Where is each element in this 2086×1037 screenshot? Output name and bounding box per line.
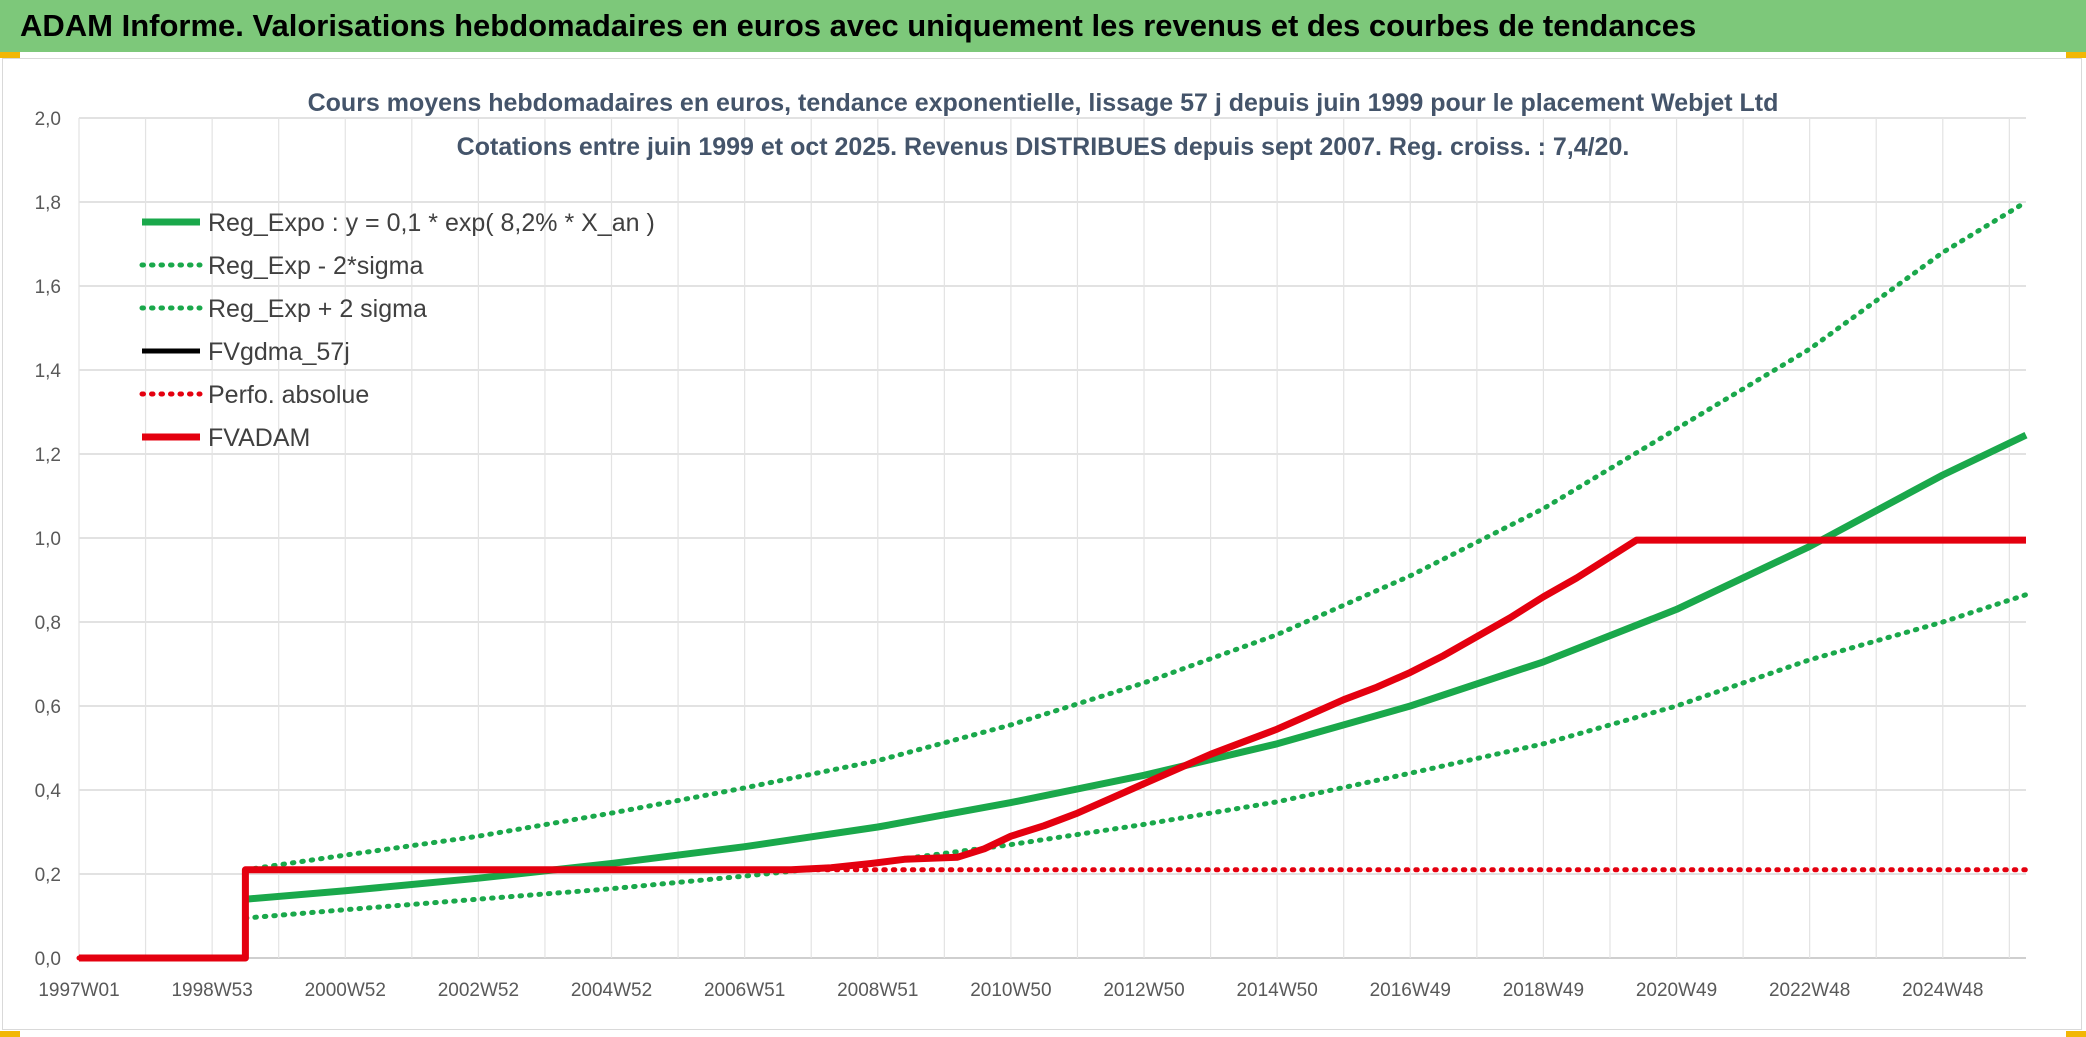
legend-label: Reg_Exp + 2 sigma <box>208 295 427 323</box>
corner-marker-bottom-left <box>0 1031 20 1037</box>
x-tick-label: 2010W50 <box>970 980 1051 1001</box>
chart-subtitle: Cotations entre juin 1999 et oct 2025. R… <box>457 133 1630 161</box>
y-tick-label: 0,8 <box>35 613 61 634</box>
x-tick-label: 2016W49 <box>1370 980 1451 1001</box>
x-tick-label: 2018W49 <box>1503 980 1584 1001</box>
y-tick-label: 1,4 <box>35 361 62 382</box>
y-tick-label: 1,6 <box>35 277 61 298</box>
y-tick-label: 1,8 <box>35 193 61 214</box>
banner-title: ADAM Informe. Valorisations hebdomadaire… <box>20 8 1697 43</box>
series-line-4 <box>76 867 2029 961</box>
legend-label: FVADAM <box>208 424 310 452</box>
corner-marker-bottom-right <box>2066 1031 2086 1037</box>
legend-label: Reg_Exp - 2*sigma <box>208 252 423 280</box>
x-tick-label: 2024W48 <box>1902 980 1983 1001</box>
y-tick-label: 1,0 <box>35 529 61 550</box>
y-tick-label: 0,4 <box>35 781 62 802</box>
x-tick-label: 2000W52 <box>305 980 386 1001</box>
x-tick-label: 2002W52 <box>438 980 519 1001</box>
x-tick-label: 2006W51 <box>704 980 785 1001</box>
y-tick-label: 1,2 <box>35 445 61 466</box>
grid-lines <box>78 117 2026 959</box>
data-series <box>76 199 2029 962</box>
legend: Reg_Expo : y = 0,1 * exp( 8,2% * X_an ) R… <box>139 209 655 452</box>
legend-label: Perfo. absolue <box>208 381 369 409</box>
series-line-0 <box>245 431 2028 903</box>
chart-title: Cours moyens hebdomadaires en euros, ten… <box>308 89 1779 117</box>
chart-frame <box>2 58 2082 1030</box>
x-tick-label: 1997W01 <box>38 980 119 1001</box>
x-tick-label: 2022W48 <box>1769 980 1850 1001</box>
y-tick-label: 0,6 <box>35 697 61 718</box>
x-tick-label: 2020W49 <box>1636 980 1717 1001</box>
title-banner: ADAM Informe. Valorisations hebdomadaire… <box>0 0 2086 52</box>
series-line-1 <box>242 592 2029 921</box>
y-tick-label: 2,0 <box>35 109 61 130</box>
series-line-3 <box>79 538 2026 960</box>
y-tick-label: 0,2 <box>35 865 61 886</box>
x-tick-label: 2008W51 <box>837 980 918 1001</box>
legend-label: Reg_Expo : y = 0,1 * exp( 8,2% * X_an ) <box>208 209 655 237</box>
axis-ticks: 0,0 0,2 0,4 0,6 0,8 1,0 1,2 1,4 1,6 1,8 2,0 1997W01… <box>35 109 1984 1001</box>
y-tick-label: 0,0 <box>35 949 61 970</box>
x-tick-label: 1998W53 <box>171 980 252 1001</box>
corner-marker-left <box>0 52 20 58</box>
x-tick-label: 2012W50 <box>1103 980 1184 1001</box>
corner-marker-right <box>2066 52 2086 58</box>
series-line-5 <box>79 536 2026 962</box>
x-tick-label: 2004W52 <box>571 980 652 1001</box>
legend-label: FVgdma_57j <box>208 338 350 366</box>
series-line-2 <box>242 199 2029 873</box>
x-tick-label: 2014W50 <box>1236 980 1317 1001</box>
